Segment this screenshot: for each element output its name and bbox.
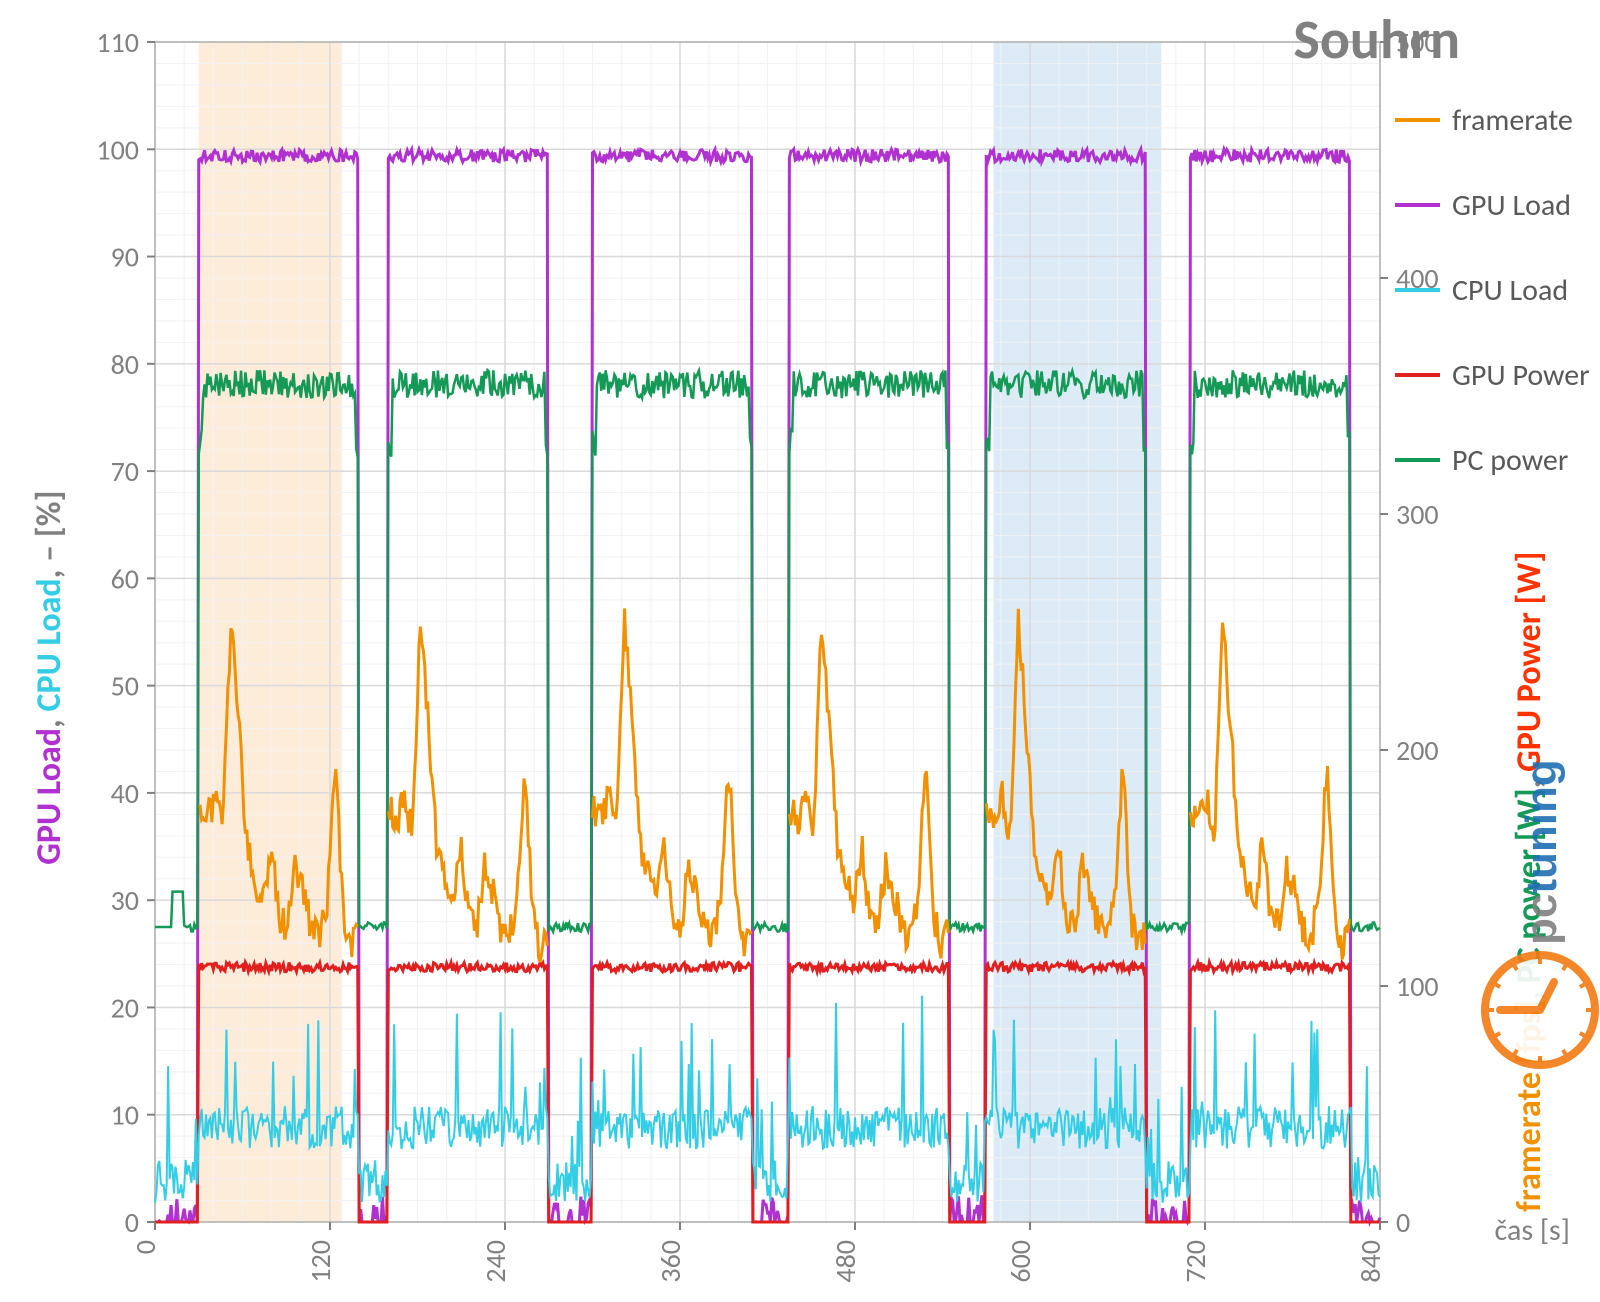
x-tick: 840 xyxy=(1353,1240,1388,1283)
legend-label: PC power xyxy=(1452,442,1568,479)
x-axis-label: čas [s] xyxy=(1495,1212,1570,1249)
x-tick: 600 xyxy=(1003,1240,1038,1283)
y-left-tick: 0 xyxy=(125,1205,139,1240)
x-tick: 0 xyxy=(128,1240,163,1254)
y-left-tick: 100 xyxy=(96,132,139,167)
y-left-tick: 70 xyxy=(111,454,139,489)
y-right-tick: 300 xyxy=(1396,497,1439,532)
x-tick: 240 xyxy=(478,1240,513,1283)
summary-chart: 0102030405060708090100110010020030040050… xyxy=(0,0,1600,1302)
y-left-title: GPU Load, CPU Load, – [%] xyxy=(29,490,70,864)
y-left-tick: 50 xyxy=(111,669,139,704)
y-left-tick: 110 xyxy=(96,25,139,60)
y-left-tick: 10 xyxy=(111,1098,139,1133)
y-left-tick: 60 xyxy=(111,561,139,596)
y-left-tick: 90 xyxy=(111,240,139,275)
legend-label: GPU Load xyxy=(1452,187,1571,224)
x-tick: 120 xyxy=(303,1240,338,1283)
y-left-tick: 30 xyxy=(111,883,139,918)
chart-title: Souhrn xyxy=(1293,6,1460,74)
y-left-tick: 20 xyxy=(111,990,139,1025)
x-tick: 480 xyxy=(828,1240,863,1283)
y-left-tick: 80 xyxy=(111,347,139,382)
x-tick: 720 xyxy=(1178,1240,1213,1283)
y-left-tick: 40 xyxy=(111,776,139,811)
svg-text:pctuning: pctuning xyxy=(1517,759,1566,945)
y-right-tick: 200 xyxy=(1396,733,1439,768)
y-right-tick: 100 xyxy=(1396,969,1439,1004)
x-tick: 360 xyxy=(653,1240,688,1283)
legend-label: framerate xyxy=(1452,102,1573,139)
legend-label: GPU Power xyxy=(1452,357,1590,394)
y-right-tick: 0 xyxy=(1396,1205,1410,1240)
highlight-band xyxy=(199,42,342,1222)
legend-label: CPU Load xyxy=(1452,272,1568,309)
